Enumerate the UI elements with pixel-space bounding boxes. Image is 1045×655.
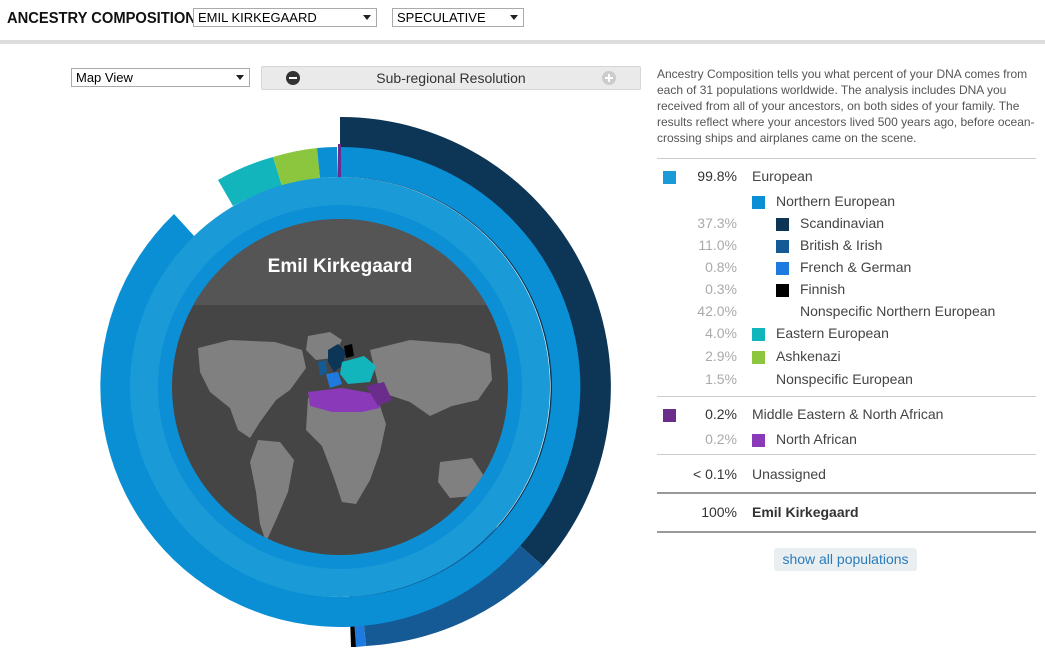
population-name: Ashkenazi: [776, 348, 841, 364]
population-row[interactable]: 37.3% Scandinavian: [657, 215, 1036, 235]
map-north-america: [198, 340, 306, 438]
mode-select[interactable]: SPECULATIVE: [392, 8, 524, 27]
population-percent: 100%: [701, 504, 737, 520]
population-row[interactable]: 1.5% Nonspecific European: [657, 371, 1036, 391]
chevron-down-icon: [510, 15, 518, 20]
show-all-populations-button[interactable]: show all populations: [774, 548, 917, 571]
population-row[interactable]: Northern European: [657, 193, 1036, 213]
population-name: Unassigned: [752, 466, 826, 482]
population-row[interactable]: 0.8% French & German: [657, 259, 1036, 279]
color-swatch: [776, 240, 789, 253]
mode-select-value: SPECULATIVE: [397, 10, 486, 25]
population-percent: < 0.1%: [693, 466, 737, 482]
population-row[interactable]: 2.9% Ashkenazi: [657, 348, 1036, 368]
map-north-africa: [308, 388, 380, 412]
chart-center-name: Emil Kirkegaard: [268, 256, 413, 277]
population-percent: 0.2%: [705, 431, 737, 447]
population-name: Nonspecific Northern European: [800, 303, 996, 319]
population-percent: 0.3%: [705, 281, 737, 297]
population-name: Eastern European: [776, 325, 889, 341]
population-percent: 4.0%: [705, 325, 737, 341]
population-row[interactable]: 0.2% Middle Eastern & North African: [657, 406, 1036, 426]
population-name: Nonspecific European: [776, 371, 913, 387]
color-swatch: [752, 434, 765, 447]
map-finland: [344, 344, 354, 358]
view-select[interactable]: Map View: [71, 68, 250, 87]
map-british-isles: [318, 360, 327, 376]
population-percent: 0.2%: [705, 406, 737, 422]
table-divider: [657, 396, 1036, 397]
population-name: French & German: [800, 259, 912, 275]
plus-circle-icon[interactable]: [602, 71, 616, 85]
person-select-value: EMIL KIRKEGAARD: [198, 10, 317, 25]
population-row[interactable]: 100% Emil Kirkegaard: [657, 504, 1036, 524]
map-eastern-europe: [340, 356, 376, 384]
top-bar: ANCESTRY COMPOSITION EMIL KIRKEGAARD SPE…: [0, 0, 1045, 40]
table-divider: [657, 531, 1036, 533]
map-asia: [370, 340, 492, 416]
population-name: Emil Kirkegaard: [752, 504, 859, 520]
population-percent: 11.0%: [698, 237, 737, 253]
person-select[interactable]: EMIL KIRKEGAARD: [193, 8, 377, 27]
map-africa: [306, 392, 386, 504]
color-swatch: [776, 218, 789, 231]
population-row[interactable]: 11.0% British & Irish: [657, 237, 1036, 257]
population-percent: 37.3%: [697, 215, 737, 231]
ring-segment-eastern-european[interactable]: [218, 157, 282, 206]
map-central-europe: [326, 372, 342, 388]
ancestry-donut-chart: Emil Kirkegaard: [100, 116, 611, 648]
color-swatch: [776, 284, 789, 297]
header-divider: [0, 40, 1045, 44]
population-percent: 2.9%: [705, 348, 737, 364]
color-swatch: [663, 409, 676, 422]
population-percent: 99.8%: [697, 168, 737, 184]
population-row[interactable]: 99.8% European: [657, 168, 1036, 188]
population-row[interactable]: 4.0% Eastern European: [657, 325, 1036, 345]
population-percent: 1.5%: [705, 371, 737, 387]
population-row[interactable]: 0.2% North African: [657, 431, 1036, 451]
chevron-down-icon: [236, 75, 244, 80]
population-percent: 42.0%: [697, 303, 737, 319]
color-swatch: [663, 171, 676, 184]
population-percent: 0.8%: [705, 259, 737, 275]
population-row[interactable]: 42.0% Nonspecific Northern European: [657, 303, 1036, 323]
population-name: North African: [776, 431, 857, 447]
population-name: British & Irish: [800, 237, 883, 253]
population-name: Middle Eastern & North African: [752, 406, 944, 422]
population-row[interactable]: 0.3% Finnish: [657, 281, 1036, 301]
table-divider: [657, 492, 1036, 494]
population-name: Finnish: [800, 281, 846, 297]
color-swatch: [776, 262, 789, 275]
map-australia: [438, 458, 484, 498]
map-middle-east: [366, 382, 392, 406]
map-south-america: [250, 440, 294, 542]
population-name: Scandinavian: [800, 215, 885, 231]
population-row[interactable]: < 0.1% Unassigned: [657, 466, 1036, 486]
color-swatch: [752, 351, 765, 364]
ring-segment-nonspecific-european[interactable]: [317, 147, 338, 178]
table-divider: [657, 158, 1036, 159]
population-name: Northern European: [776, 193, 896, 209]
color-swatch: [752, 196, 765, 209]
ring-segment-ashkenazi[interactable]: [273, 148, 320, 186]
color-swatch: [752, 328, 765, 341]
description-text: Ancestry Composition tells you what perc…: [657, 67, 1035, 145]
resolution-label: Sub-regional Resolution: [376, 70, 526, 86]
view-select-value: Map View: [76, 70, 133, 85]
resolution-bar: Sub-regional Resolution: [261, 66, 641, 90]
table-divider: [657, 454, 1036, 455]
chevron-down-icon: [363, 15, 371, 20]
minus-circle-icon[interactable]: [286, 71, 300, 85]
page-title: ANCESTRY COMPOSITION: [7, 10, 196, 27]
population-name: European: [752, 168, 813, 184]
